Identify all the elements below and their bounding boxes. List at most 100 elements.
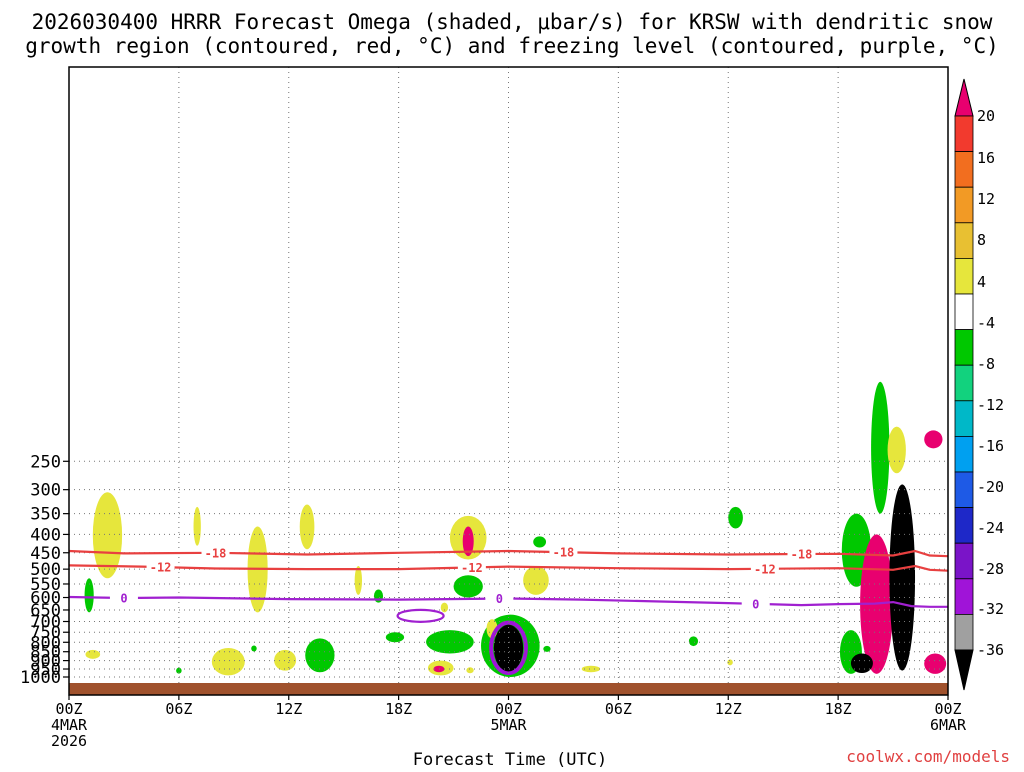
y-tick-label-800: 800: [30, 633, 61, 653]
colorbar-top-arrow: [954, 78, 974, 117]
dgz-minus18-label-1: -18: [553, 546, 575, 560]
colorbar-label-2: 12: [977, 190, 995, 208]
colorbar-label-10: -24: [977, 519, 1004, 537]
freezing-level-loop: [396, 608, 445, 623]
y-tick-label-350: 350: [30, 505, 61, 525]
sink-11z-low: [274, 649, 297, 671]
y-tick-label-300: 300: [30, 481, 61, 501]
dgz-minus18-label-bg-1: [549, 545, 578, 560]
x-tick-label-4: 00Z 5MAR: [490, 700, 527, 734]
descent-23z4mar: [462, 526, 474, 557]
freezing-level-label-bg-1: [485, 591, 514, 606]
sink-7z: [193, 506, 201, 546]
dgz-minus12-label-2: -12: [754, 562, 776, 576]
x-tick-label-6: 12Z: [715, 700, 742, 718]
ascent-23z-mid: [453, 575, 483, 598]
source-credit: coolwx.com/models: [846, 747, 1010, 766]
y-tick-label-600: 600: [30, 589, 61, 609]
dgz-minus12-contour: [68, 564, 949, 572]
colorbar-bottom-arrow: [954, 649, 974, 691]
y-tick-label-850: 850: [30, 643, 61, 663]
colorbar-label-0: 20: [977, 107, 995, 125]
y-tick-label-500: 500: [30, 560, 61, 580]
ascent-0z4mar-lead: [84, 578, 94, 613]
colorbar-band-13: [954, 542, 974, 580]
freezing-level-label-2: 0: [752, 597, 759, 611]
colorbar-label-4: 4: [977, 273, 986, 291]
sink-21z: [440, 602, 449, 613]
y-tick-label-450: 450: [30, 544, 61, 564]
updraft-core-19z: [850, 653, 873, 674]
sink-13z5mar: [727, 659, 733, 666]
colorbar-band-2: [954, 151, 974, 188]
colorbar-band-11: [954, 471, 974, 508]
dgz-minus12-label-bg-0: [146, 560, 175, 575]
y-tick-label-400: 400: [30, 525, 61, 545]
ascent-13z5mar-box: [728, 506, 743, 529]
colorbar-band-10: [954, 435, 974, 473]
colorbar-label-5: -4: [977, 314, 995, 332]
dgz-minus12-label-0: -12: [150, 561, 172, 575]
colorbar-band-15: [954, 614, 974, 651]
colorbar-band-1: [954, 115, 974, 152]
freezing-level-label-1: 0: [496, 592, 503, 606]
x-tick-label-8: 00Z 6MAR: [930, 700, 967, 734]
y-tick-label-1000: 1000: [20, 668, 61, 688]
x-tick-label-0: 00Z 4MAR 2026: [51, 700, 88, 750]
dgz-minus12-label-bg-2: [750, 561, 779, 576]
descent-top-22z: [924, 430, 943, 449]
ground-strip: [69, 683, 948, 695]
ascent-14z-low: [305, 638, 335, 673]
updraft-core-21z: [889, 484, 916, 671]
dgz-minus18-label-bg-0: [201, 545, 230, 560]
colorbar-label-1: 16: [977, 149, 995, 167]
y-tick-label-750: 750: [30, 623, 61, 643]
dgz-minus18-label-0: -18: [205, 546, 227, 560]
dgz-minus12-label-bg-1: [457, 560, 486, 575]
colorbar-label-8: -16: [977, 437, 1004, 455]
ascent-12z5mar: [688, 636, 699, 647]
colorbar-band-5: [954, 257, 974, 295]
y-tick-label-900: 900: [30, 652, 61, 672]
ascent-1z5mar: [533, 536, 547, 548]
ascent-19z5mar-upper: [871, 381, 890, 514]
y-tick-label-700: 700: [30, 613, 61, 633]
freezing-level-contour: [68, 595, 948, 608]
colorbar-label-6: -8: [977, 355, 995, 373]
chart-title-line-2: growth region (contoured, red, °C) and f…: [25, 34, 999, 58]
dgz-minus12-label-1: -12: [461, 561, 483, 575]
sink-13z: [299, 504, 315, 550]
y-tick-label-550: 550: [30, 575, 61, 595]
sink-1z5mar: [523, 566, 549, 595]
ascent-2z-low: [543, 645, 551, 652]
axes: 250 300 3504004505005506006507007508008509…: [20, 66, 967, 750]
x-tick-label-7: 18Z: [825, 700, 852, 718]
colorbar-band-7: [954, 329, 974, 366]
plot-area: [69, 67, 948, 695]
x-tick-label-2: 12Z: [275, 700, 302, 718]
freezing-level-label-bg-2: [741, 596, 770, 611]
y-tick-label-650: 650: [30, 601, 61, 621]
colorbar-band-12: [954, 507, 974, 544]
sink-8z-low: [211, 648, 245, 676]
chart-title-line-1: 2026030400 HRRR Forecast Omega (shaded, …: [32, 10, 993, 34]
colorbar: 20 16 12 8 4 -4 -8 -12 -16 -20 -24 -28 -32 -36: [954, 78, 1004, 691]
descent-low-22z: [924, 653, 947, 674]
colorbar-label-11: -28: [977, 560, 1004, 578]
sink-21z5mar-upper: [887, 426, 906, 474]
dgz-minus18-label-2: -18: [791, 548, 813, 562]
colorbar-label-13: -36: [977, 641, 1004, 659]
descent-21z-900: [433, 665, 445, 673]
ascent-6z-small: [176, 667, 182, 674]
colorbar-label-3: 8: [977, 231, 986, 249]
colorbar-band-8: [954, 364, 974, 402]
freezing-level-label-bg-0: [109, 591, 138, 606]
dgz-minus18-label-bg-2: [787, 547, 816, 562]
sink-3z-low: [581, 665, 601, 673]
colorbar-band-14: [954, 578, 974, 615]
ascent-18z-low: [385, 632, 405, 643]
colorbar-label-12: -32: [977, 600, 1004, 618]
x-axis-label: Forecast Time (UTC): [413, 750, 607, 768]
grid-lines: [69, 67, 948, 685]
